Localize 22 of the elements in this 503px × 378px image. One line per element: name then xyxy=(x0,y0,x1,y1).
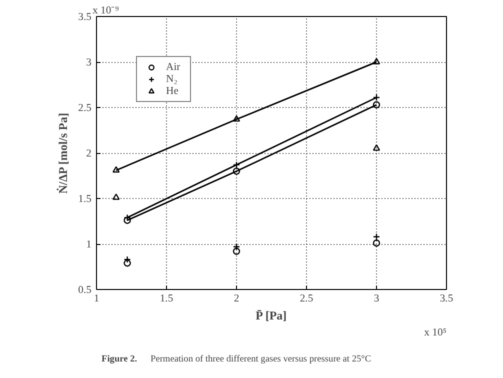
legend-label: He xyxy=(166,85,180,97)
y-tick-label: 2.5 xyxy=(78,103,92,114)
x-tick-label: 1 xyxy=(94,294,100,304)
y-tick-label: 3.5 xyxy=(78,12,92,23)
y-tick-label: 2 xyxy=(86,148,92,160)
y-tick-label: 3 xyxy=(86,58,92,68)
y-axis-title: Ṅ/ΔP [mol/s Pa] xyxy=(56,112,70,194)
legend-label: Air xyxy=(166,61,182,73)
x-tick-label: 3.5 xyxy=(440,294,454,304)
y-tick-label: 1 xyxy=(86,240,92,250)
text: x 10⁵ xyxy=(424,328,447,338)
y-tick-label: 1.5 xyxy=(78,194,92,205)
x-tick-label: 2.5 xyxy=(300,294,314,304)
x-axis-title: P̄ [Pa] xyxy=(256,308,287,322)
x-tick-label: 3 xyxy=(374,294,380,304)
legend-label: N₂ xyxy=(166,73,178,85)
text: x 10⁻⁹ xyxy=(92,6,120,16)
x-tick-label: 2 xyxy=(234,294,240,304)
y-tick-label: 0.5 xyxy=(78,285,92,296)
x-tick-label: 1.5 xyxy=(160,294,174,304)
text: Permeation of three different gases versus pressure at 25°C xyxy=(150,354,372,364)
caption: Figure 2. xyxy=(102,354,138,364)
